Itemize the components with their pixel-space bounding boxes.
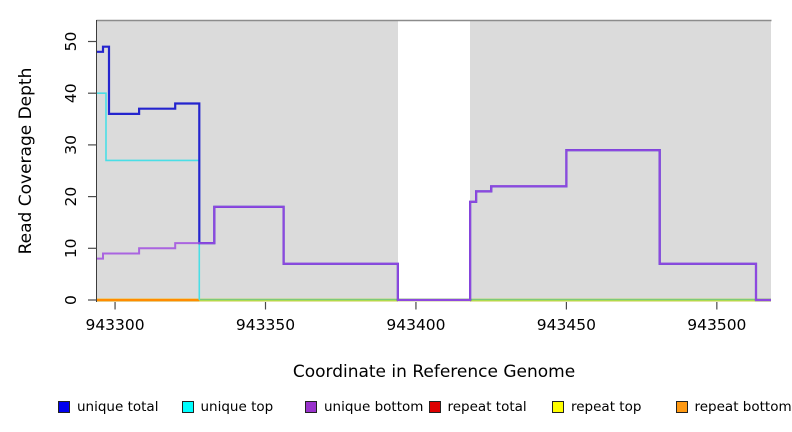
legend-item-unique-total: unique total [58,397,182,417]
y-axis-title: Read Coverage Depth [16,68,36,255]
legend-label: unique top [200,399,274,415]
y-tick-label: 0 [62,295,80,305]
legend-swatch-unique-top [181,401,194,413]
y-tick-label: 50 [62,32,80,52]
axis-layer: 943300 943350 943400 943450 943500 0 10 20 30 40 5… [62,32,746,334]
legend-swatch-unique-bottom [305,401,317,413]
legend-item-unique-top: unique top [181,397,306,417]
legend-item-unique-bottom: unique bottom [305,397,429,417]
y-tick-label: 40 [62,83,80,103]
legend-label: repeat bottom [694,399,792,415]
x-tick-label: 943450 [537,316,596,334]
legend-swatch-repeat-total [428,401,441,413]
legend-label: unique total [77,399,159,415]
series-line-unique-bottom [97,149,771,301]
series-layer [97,45,771,302]
x-axis-title: Coordinate in Reference Genome [293,362,575,382]
y-tick-label: 30 [62,135,80,155]
x-tick-label: 943300 [85,316,144,334]
legend-item-repeat-total: repeat total [428,397,553,417]
legend-swatch-unique-total [58,401,70,413]
legend-label: repeat top [571,399,642,415]
legend-item-repeat-top: repeat top [552,397,676,417]
x-tick-label: 943400 [386,316,445,334]
x-tick-label: 943350 [236,316,295,334]
masked-gap [397,21,471,302]
legend-item-repeat-bottom: repeat bottom [675,397,792,417]
legend-swatch-repeat-bottom [675,401,688,413]
legend-label: repeat total [447,399,527,415]
x-tick-label: 943500 [687,316,746,334]
chart-legend: unique total unique top unique bottom repea… [58,397,792,417]
legend-label: unique bottom [324,399,424,415]
y-tick-label: 10 [62,238,80,258]
y-tick-label: 20 [62,187,80,207]
coverage-chart-svg: 943300 943350 943400 943450 943500 0 10 20 30 40 5… [16,19,772,382]
legend-swatch-repeat-top [552,401,564,413]
